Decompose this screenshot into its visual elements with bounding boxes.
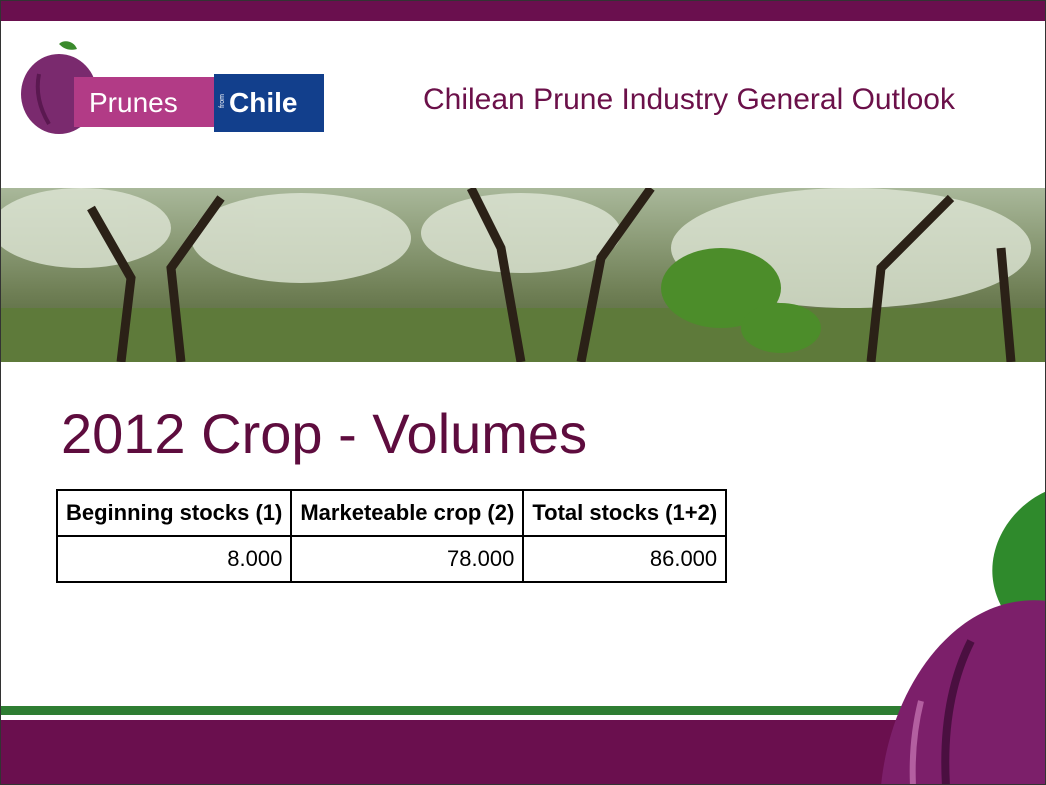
- cell: 78.000: [291, 536, 523, 582]
- slide: Prunes from Chile Chilean Prune Industry…: [0, 0, 1046, 785]
- slide-title: 2012 Crop - Volumes: [61, 401, 587, 466]
- header-cell: Beginning stocks (1): [57, 490, 291, 536]
- header-title: Chilean Prune Industry General Outlook: [423, 81, 983, 119]
- cell: 86.000: [523, 536, 726, 582]
- header-cell: Marketeable crop (2): [291, 490, 523, 536]
- logo: Prunes from Chile: [19, 39, 329, 139]
- logo-text: Prunes: [89, 87, 178, 118]
- orchard-photo: [1, 188, 1045, 362]
- logo-text: from: [219, 94, 226, 108]
- volumes-table: Beginning stocks (1) Marketeable crop (2…: [56, 489, 727, 583]
- data-row: 8.000 78.000 86.000: [57, 536, 726, 582]
- header-cell: Total stocks (1+2): [523, 490, 726, 536]
- cell: 8.000: [57, 536, 291, 582]
- logo-text: Chile: [229, 87, 297, 118]
- plum-decoration: [851, 481, 1046, 785]
- header-row: Beginning stocks (1) Marketeable crop (2…: [57, 490, 726, 536]
- top-bar: [1, 1, 1045, 21]
